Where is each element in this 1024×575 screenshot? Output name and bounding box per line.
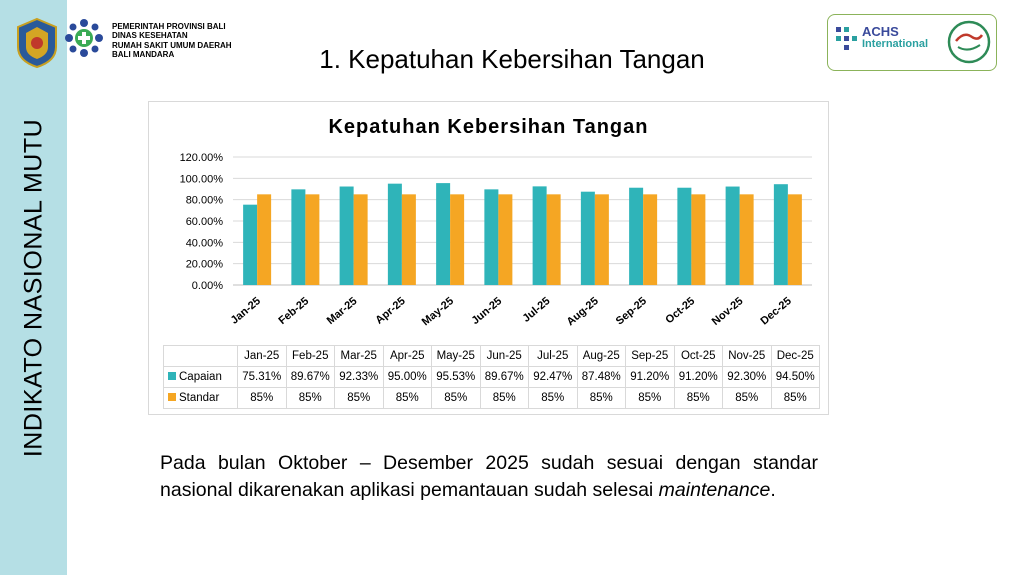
table-value-cell: 89.67% [285,366,335,388]
table-header-cell: Jan-25 [237,345,287,367]
table-value-cell: 85% [382,387,432,409]
table-corner [163,345,238,367]
chart-title: Kepatuhan Kebersihan Tangan [328,116,649,138]
table-value-cell: 87.48% [576,366,626,388]
table-value-cell: 85% [528,387,578,409]
table-value-cell: 95.53% [431,366,481,388]
accreditation-badge: ACHS International [827,14,997,71]
table-value-cell: 92.33% [334,366,384,388]
table-value-cell: 85% [285,387,335,409]
table-header-cell: Sep-25 [625,345,675,367]
table-value-cell: 85% [334,387,384,409]
table-value-cell: 85% [576,387,626,409]
sidebar: INDIKATO NASIONAL MUTU [0,0,67,575]
hospital-logo [65,19,103,57]
table-value-cell: 85% [673,387,723,409]
table-value-cell: 89.67% [479,366,529,388]
achs-line2: International [862,38,929,50]
paragraph-end: . [770,479,776,501]
table-row-capaian: Capaian 75.31% 89.67% 92.33% 95.00% 95.53% 89.… [163,366,820,388]
table-header-cell: Oct-25 [673,345,723,367]
table-header-cell: Jun-25 [479,345,529,367]
org-line: RUMAH SAKIT UMUM DAERAH [112,40,232,50]
organization-name: PEMERINTAH PROVINSI BALI DINAS KESEHATAN… [112,22,232,60]
legend-key [168,372,176,380]
table-value-cell: 85% [722,387,772,409]
table-row-standar: Standar 85% 85% 85% 85% 85% 85% 85% 85% 85% 85% 85%… [163,387,820,409]
achs-label: ACHS International [862,24,929,50]
table-value-cell: 75.31% [237,366,287,388]
table-header-cell: Aug-25 [576,345,626,367]
bali-province-logo [17,17,57,69]
page-title: 1. Kepatuhan Kebersihan Tangan [319,44,705,74]
paragraph-text: Pada bulan Oktober – Desember 2025 sudah… [160,452,818,501]
paragraph-italic: maintenance [658,479,771,501]
data-table: Jan-25 Feb-25 Mar-25 Apr-25 May-25 Jun-25 Jul-… [163,345,820,409]
table-header-cell: Nov-25 [722,345,772,367]
table-value-cell: 91.20% [625,366,675,388]
table-value-cell: 92.47% [528,366,578,388]
table-header-row: Jan-25 Feb-25 Mar-25 Apr-25 May-25 Jun-25 Jul-… [163,345,820,367]
table-header-cell: Mar-25 [334,345,384,367]
org-line: BALI MANDARA [112,50,175,60]
table-value-cell: 85% [770,387,820,409]
table-header-cell: Jul-25 [528,345,578,367]
series-label: Capaian [163,366,238,388]
vertical-title: INDIKATO NASIONAL MUTU [19,118,48,458]
table-value-cell: 85% [625,387,675,409]
series-label: Standar [163,387,238,409]
table-header-cell: Apr-25 [382,345,432,367]
table-header-cell: Feb-25 [285,345,335,367]
table-value-cell: 85% [237,387,287,409]
achs-line1: ACHS [862,24,899,39]
summary-paragraph: Pada bulan Oktober – Desember 2025 sudah… [160,450,818,504]
table-value-cell: 85% [479,387,529,409]
table-value-cell: 91.20% [673,366,723,388]
table-header-cell: Dec-25 [770,345,820,367]
kars-logo [947,20,991,64]
table-value-cell: 95.00% [382,366,432,388]
org-line: DINAS KESEHATAN [112,31,188,41]
legend-key [168,393,176,401]
table-value-cell: 92.30% [722,366,772,388]
series-name: Capaian [179,371,222,383]
series-name: Standar [179,392,220,404]
table-value-cell: 85% [431,387,481,409]
achs-icon [836,27,857,50]
table-header-cell: May-25 [431,345,481,367]
org-line: PEMERINTAH PROVINSI BALI [112,22,226,31]
table-value-cell: 94.50% [770,366,820,388]
